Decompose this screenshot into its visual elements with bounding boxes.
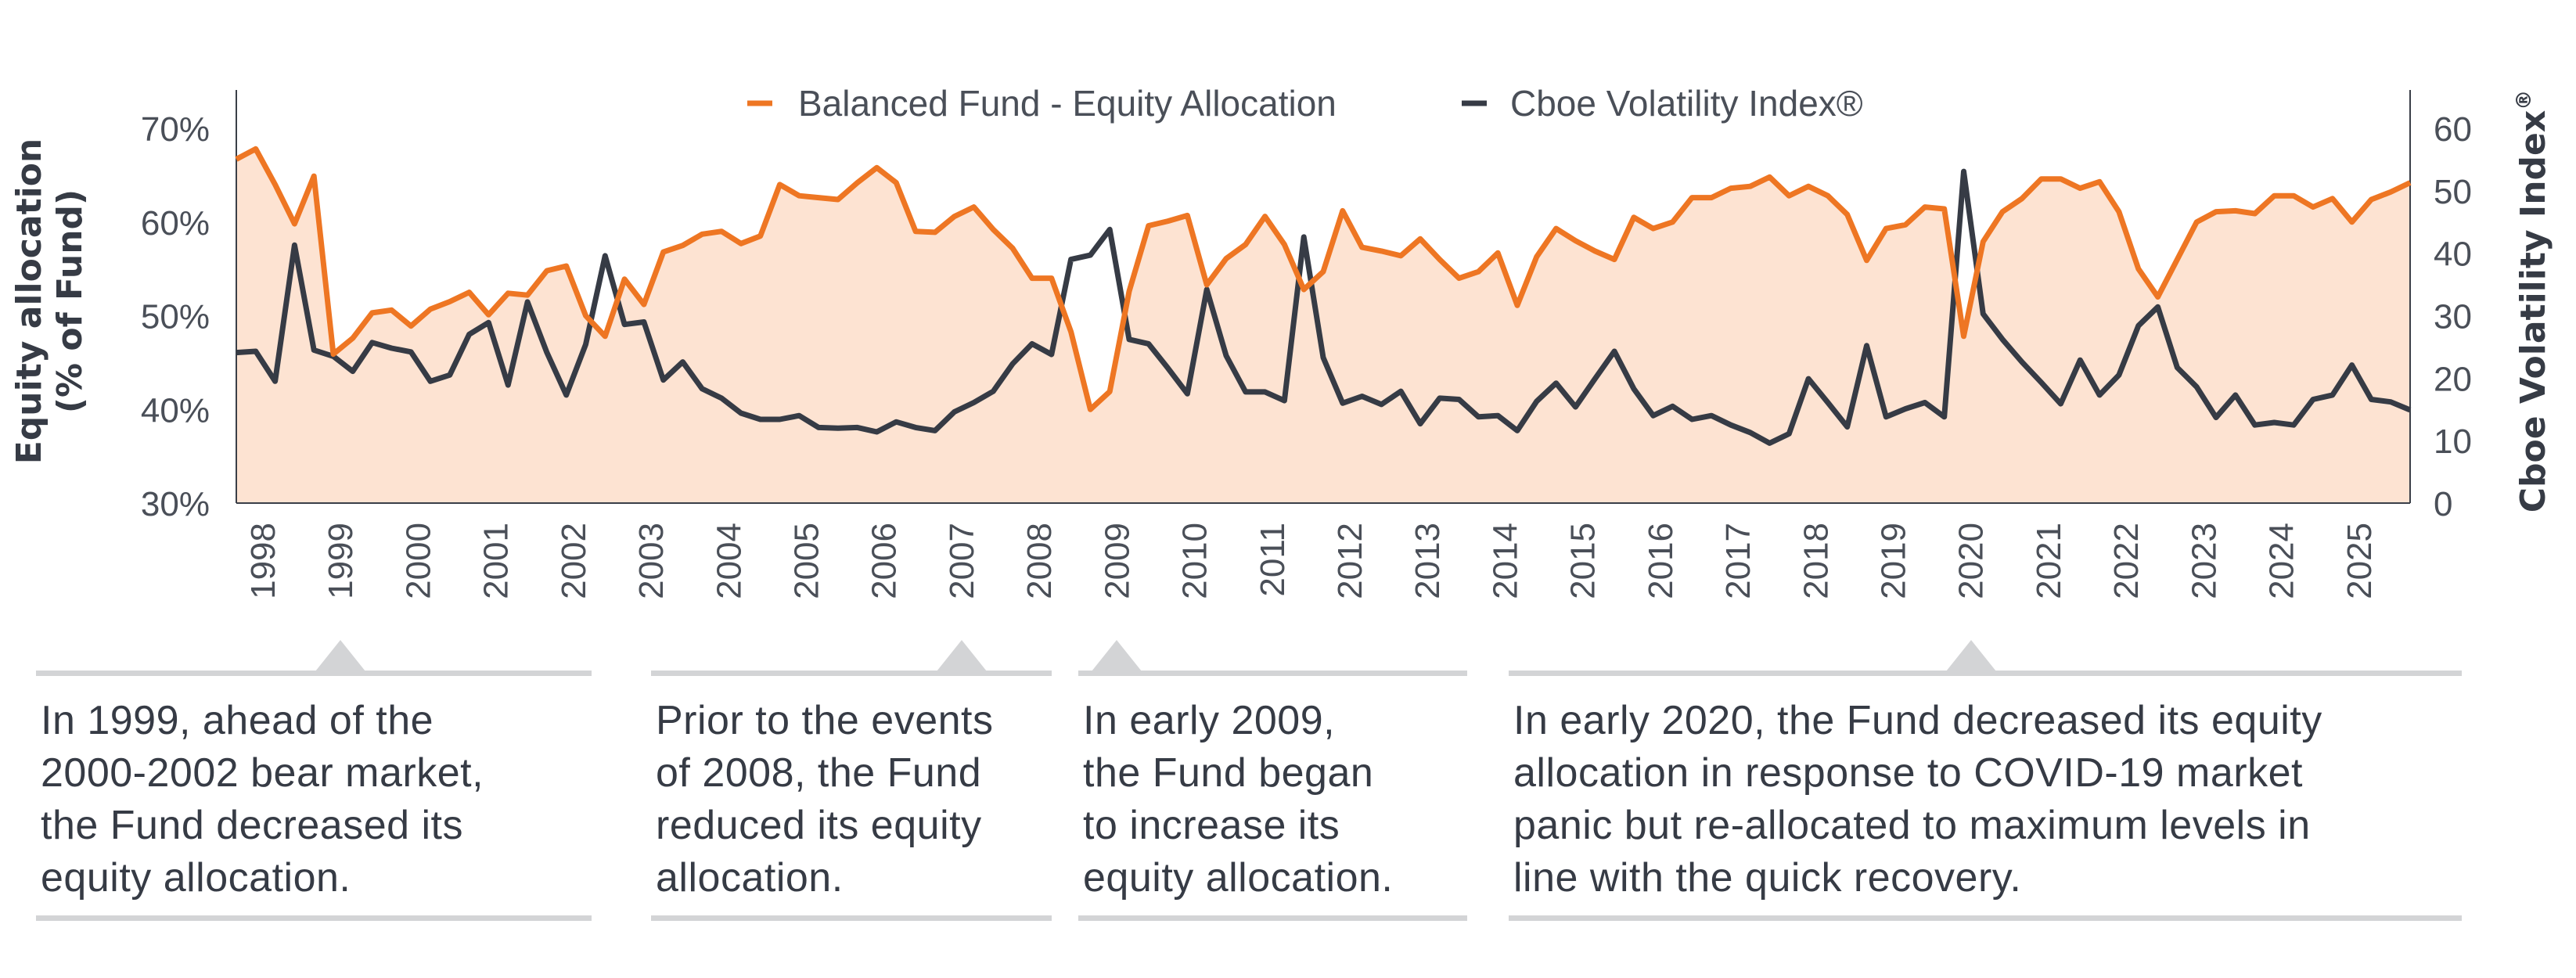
legend-label-vix: Cboe Volatility Index®: [1510, 83, 1863, 124]
legend-label-equity: Balanced Fund - Equity Allocation: [798, 83, 1337, 124]
x-tick-label: 2013: [1409, 523, 1447, 599]
x-tick-label: 2024: [2263, 523, 2301, 599]
annotation-line: allocation.: [656, 855, 844, 901]
x-tick-label: 1998: [244, 523, 282, 599]
annotation-line: to increase its: [1083, 803, 1340, 848]
annotation-box: In early 2020, the Fund decreased its eq…: [1509, 671, 2462, 921]
x-tick-label: 2025: [2340, 523, 2379, 599]
legend: Balanced Fund - Equity Allocation Cboe V…: [747, 83, 1863, 124]
x-tick-label: 2002: [555, 523, 593, 599]
left-tick-label: 30%: [141, 485, 210, 523]
annotation-line: equity allocation.: [41, 855, 351, 901]
x-tick-label: 2017: [1719, 523, 1758, 599]
x-tick-label: 2007: [943, 523, 981, 599]
series-line-vix: [236, 168, 2412, 446]
right-tick-label: 20: [2434, 360, 2472, 398]
annotation-box: Prior to the events of 2008, the Fund redu…: [651, 671, 1052, 921]
left-tick-label: 60%: [141, 204, 210, 243]
x-tick-label: 2006: [865, 523, 904, 599]
x-tick-label: 2001: [477, 523, 516, 599]
annotation-marker-triangle: [1092, 640, 1142, 671]
x-tick-label: 2004: [710, 523, 748, 599]
right-tick-label: 40: [2434, 236, 2472, 274]
annotation-line: reduced its equity: [656, 803, 982, 848]
annotation-line: In early 2020, the Fund decreased its eq…: [1513, 698, 2322, 743]
right-tick-label: 50: [2434, 173, 2472, 211]
x-tick-label: 2005: [787, 523, 826, 599]
x-tick-label: 2016: [1642, 523, 1680, 599]
series-line-equity-allocation: [235, 146, 2412, 412]
annotation-text: Prior to the events of 2008, the Fund redu…: [651, 676, 1052, 904]
x-tick-label: 2018: [1797, 523, 1835, 599]
annotation-line: allocation in response to COVID-19 marke…: [1513, 750, 2303, 796]
equity-allocation-area: [236, 149, 2410, 504]
annotation-line: panic but re-allocated to maximum levels…: [1513, 803, 2311, 848]
annotation-line: of 2008, the Fund: [656, 750, 982, 796]
annotation-box: In 1999, ahead of the 2000-2002 bear mark…: [36, 671, 592, 921]
right-tick-label: 0: [2434, 485, 2452, 523]
annotation-line: Prior to the events: [656, 698, 994, 743]
x-tick-label: 2011: [1254, 523, 1292, 597]
annotation-box: In early 2009, the Fund began to increase …: [1078, 671, 1467, 921]
right-axis-title-text: Cboe Volatility Index: [2513, 110, 2553, 513]
x-tick-label: 2020: [1952, 523, 1991, 599]
left-tick-label: 40%: [141, 391, 210, 430]
registered-mark: ®: [2513, 90, 2536, 110]
annotation-text: In 1999, ahead of the 2000-2002 bear mark…: [36, 676, 592, 904]
x-tick-label: 2019: [1874, 523, 1912, 599]
x-axis-ticks: 1998 1999 2000 2001 2002 2003 2004 2005 2006 2007…: [244, 523, 2379, 599]
annotation-line: the Fund began: [1083, 750, 1374, 796]
x-tick-label: 2021: [2030, 523, 2068, 599]
right-axis-ticks: 0 10 20 30 40 50 60: [2434, 110, 2472, 523]
left-axis-title: Equity allocation: [9, 138, 49, 465]
annotation-line: the Fund decreased its: [41, 803, 463, 848]
right-axis-title: Cboe Volatility Index®: [2513, 90, 2553, 513]
annotation-line: In early 2009,: [1083, 698, 1336, 743]
x-tick-label: 2022: [2107, 523, 2146, 599]
annotation-line: equity allocation.: [1083, 855, 1394, 901]
x-tick-label: 2010: [1176, 523, 1214, 599]
right-tick-label: 60: [2434, 110, 2472, 149]
x-tick-label: 2014: [1486, 523, 1524, 599]
annotation-marker-triangle: [315, 640, 366, 671]
left-axis-ticks: 30% 40% 50% 60% 70%: [141, 110, 210, 523]
x-tick-label: 2008: [1020, 523, 1059, 599]
x-tick-label: 2015: [1564, 523, 1603, 599]
annotation-line: line with the quick recovery.: [1513, 855, 2022, 901]
right-tick-label: 10: [2434, 422, 2472, 461]
x-tick-label: 2003: [632, 523, 671, 599]
x-tick-label: 2000: [399, 523, 437, 599]
annotation-text: In early 2009, the Fund began to increase …: [1078, 676, 1467, 904]
right-tick-label: 30: [2434, 298, 2472, 336]
x-tick-label: 2012: [1331, 523, 1369, 599]
annotation-text: In early 2020, the Fund decreased its eq…: [1509, 676, 2462, 904]
annotation-line: 2000-2002 bear market,: [41, 750, 484, 796]
x-tick-label: 2023: [2185, 523, 2223, 599]
x-tick-label: 1999: [322, 523, 360, 599]
left-axis-subtitle: (% of Fund): [50, 189, 90, 413]
x-tick-label: 2009: [1098, 523, 1136, 599]
left-tick-label: 70%: [141, 110, 210, 149]
left-tick-label: 50%: [141, 298, 210, 336]
annotation-marker-triangle: [936, 640, 987, 671]
annotation-marker-triangle: [1945, 640, 1996, 671]
annotation-line: In 1999, ahead of the: [41, 698, 434, 743]
